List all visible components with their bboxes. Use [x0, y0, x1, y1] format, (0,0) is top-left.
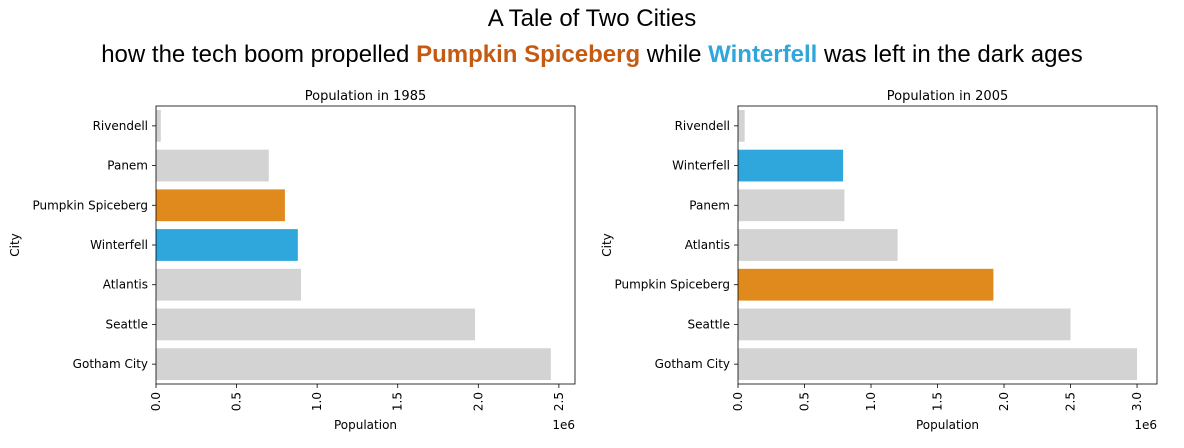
x-tick-label: 2.0: [997, 392, 1011, 411]
bar-gotham-city: [156, 348, 551, 381]
subtitle-suffix: was left in the dark ages: [817, 41, 1083, 68]
subtitle-prefix: how the tech boom propelled: [101, 41, 417, 68]
x-tick-label: 0.5: [798, 392, 812, 411]
figure-title-block: A Tale of Two Cities how the tech boom p…: [0, 2, 1184, 74]
figure-subtitle: how the tech boom propelled Pumpkin Spic…: [0, 36, 1184, 74]
subtitle-highlight-pumpkin-spiceberg: Pumpkin Spiceberg: [416, 41, 641, 68]
plot-frame: [737, 105, 1158, 385]
y-tick-label-atlantis: Atlantis: [103, 278, 148, 292]
y-tick-label-atlantis: Atlantis: [685, 238, 730, 252]
y-axis-label: City: [600, 233, 614, 257]
bar-pumpkin-spiceberg: [156, 189, 285, 222]
subtitle-highlight-winterfell: Winterfell: [708, 41, 818, 68]
x-tick-label: 0.0: [731, 392, 745, 411]
x-tick-label: 1.0: [310, 392, 324, 411]
bar-seattle: [738, 308, 1071, 341]
y-tick-label-seattle: Seattle: [106, 317, 148, 331]
y-tick-label-seattle: Seattle: [688, 317, 730, 331]
x-tick-label: 2.0: [471, 392, 485, 411]
chart-title: Population in 1985: [305, 89, 427, 104]
chart-population-1985: Population in 1985 Rivendell Panem Pumpkin …: [8, 89, 576, 432]
x-tick-label: 1.5: [931, 392, 945, 411]
bar-gotham-city: [738, 348, 1138, 381]
x-tick-label: 1.5: [391, 392, 405, 411]
x-tick-label: 2.5: [1064, 392, 1078, 411]
bar-seattle: [156, 308, 476, 341]
y-tick-label-panem: Panem: [107, 159, 148, 173]
x-tick-label: 0.5: [230, 392, 244, 411]
y-tick-label-rivendell: Rivendell: [675, 119, 730, 133]
y-tick-label-gotham-city: Gotham City: [73, 357, 148, 371]
y-tick-label-rivendell: Rivendell: [93, 119, 148, 133]
bar-atlantis: [738, 229, 898, 261]
bar-rivendell: [738, 109, 745, 142]
x-tick-label: 0.0: [149, 392, 163, 411]
chart-title: Population in 2005: [887, 89, 1009, 104]
x-axis-scale-label: 1e6: [552, 418, 575, 432]
subtitle-middle: while: [640, 41, 709, 68]
y-tick-label-winterfell: Winterfell: [90, 238, 148, 252]
x-tick-label: 1.0: [864, 392, 878, 411]
bar-rivendell: [156, 109, 161, 142]
y-tick-label-gotham-city: Gotham City: [655, 357, 730, 371]
y-tick-label-pumpkin-spiceberg: Pumpkin Spiceberg: [32, 198, 148, 212]
x-axis-scale-label: 1e6: [1134, 418, 1157, 432]
figure-title: A Tale of Two Cities: [487, 5, 697, 32]
y-tick-label-panem: Panem: [689, 198, 730, 212]
plot-frame: [155, 105, 576, 385]
bar-winterfell: [738, 149, 844, 182]
bar-pumpkin-spiceberg: [738, 268, 994, 301]
bar-panem: [738, 189, 845, 222]
x-axis-label: Population: [334, 418, 397, 432]
bar-panem: [156, 149, 269, 182]
y-tick-label-winterfell: Winterfell: [672, 159, 730, 173]
bar-winterfell: [156, 229, 298, 261]
x-tick-label: 2.5: [552, 392, 566, 411]
x-axis-label: Population: [916, 418, 979, 432]
y-tick-label-pumpkin-spiceberg: Pumpkin Spiceberg: [614, 278, 730, 292]
bar-atlantis: [156, 268, 302, 301]
chart-population-2005: Population in 2005 Rivendell Winterfell Pan…: [600, 89, 1158, 432]
x-tick-label: 3.0: [1130, 392, 1144, 411]
y-axis-label: City: [8, 233, 22, 257]
